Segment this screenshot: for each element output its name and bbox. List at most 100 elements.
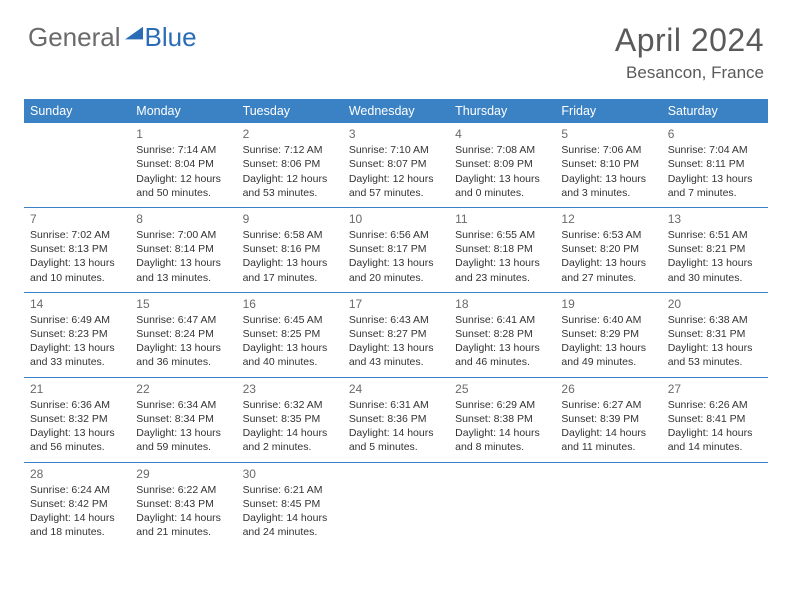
calendar-cell: 15Sunrise: 6:47 AMSunset: 8:24 PMDayligh… <box>130 293 236 377</box>
calendar-row: 7Sunrise: 7:02 AMSunset: 8:13 PMDaylight… <box>24 208 768 293</box>
sunset-text: Sunset: 8:17 PM <box>349 242 443 256</box>
sunset-text: Sunset: 8:25 PM <box>243 327 337 341</box>
daylight-line1: Daylight: 14 hours <box>455 426 549 440</box>
calendar-row: 14Sunrise: 6:49 AMSunset: 8:23 PMDayligh… <box>24 293 768 378</box>
daylight-line2: and 10 minutes. <box>30 271 124 285</box>
sunset-text: Sunset: 8:41 PM <box>668 412 762 426</box>
calendar-cell: 4Sunrise: 7:08 AMSunset: 8:09 PMDaylight… <box>449 123 555 207</box>
calendar-cell: 14Sunrise: 6:49 AMSunset: 8:23 PMDayligh… <box>24 293 130 377</box>
calendar-cell: 1Sunrise: 7:14 AMSunset: 8:04 PMDaylight… <box>130 123 236 207</box>
day-number: 30 <box>243 466 337 482</box>
daylight-line2: and 50 minutes. <box>136 186 230 200</box>
sunrise-text: Sunrise: 6:32 AM <box>243 398 337 412</box>
sunrise-text: Sunrise: 6:22 AM <box>136 483 230 497</box>
daylight-line2: and 18 minutes. <box>30 525 124 539</box>
calendar-cell: 27Sunrise: 6:26 AMSunset: 8:41 PMDayligh… <box>662 378 768 462</box>
calendar-cell: 9Sunrise: 6:58 AMSunset: 8:16 PMDaylight… <box>237 208 343 292</box>
day-number: 29 <box>136 466 230 482</box>
daylight-line1: Daylight: 14 hours <box>561 426 655 440</box>
logo-general: General <box>28 22 121 53</box>
day-header: Sunday <box>24 99 130 123</box>
sunset-text: Sunset: 8:42 PM <box>30 497 124 511</box>
daylight-line1: Daylight: 14 hours <box>349 426 443 440</box>
sunset-text: Sunset: 8:11 PM <box>668 157 762 171</box>
day-header: Wednesday <box>343 99 449 123</box>
calendar-cell: 22Sunrise: 6:34 AMSunset: 8:34 PMDayligh… <box>130 378 236 462</box>
day-number: 13 <box>668 211 762 227</box>
daylight-line2: and 20 minutes. <box>349 271 443 285</box>
sunset-text: Sunset: 8:07 PM <box>349 157 443 171</box>
sunset-text: Sunset: 8:28 PM <box>455 327 549 341</box>
sunset-text: Sunset: 8:39 PM <box>561 412 655 426</box>
calendar-cell: 11Sunrise: 6:55 AMSunset: 8:18 PMDayligh… <box>449 208 555 292</box>
daylight-line1: Daylight: 12 hours <box>243 172 337 186</box>
calendar-cell <box>343 463 449 547</box>
day-number: 25 <box>455 381 549 397</box>
daylight-line2: and 57 minutes. <box>349 186 443 200</box>
calendar-cell: 30Sunrise: 6:21 AMSunset: 8:45 PMDayligh… <box>237 463 343 547</box>
sunset-text: Sunset: 8:10 PM <box>561 157 655 171</box>
daylight-line2: and 36 minutes. <box>136 355 230 369</box>
sunrise-text: Sunrise: 6:36 AM <box>30 398 124 412</box>
daylight-line1: Daylight: 13 hours <box>349 341 443 355</box>
sunrise-text: Sunrise: 6:27 AM <box>561 398 655 412</box>
daylight-line1: Daylight: 13 hours <box>455 172 549 186</box>
daylight-line1: Daylight: 13 hours <box>668 172 762 186</box>
triangle-icon <box>125 25 143 43</box>
daylight-line2: and 7 minutes. <box>668 186 762 200</box>
calendar-cell: 12Sunrise: 6:53 AMSunset: 8:20 PMDayligh… <box>555 208 661 292</box>
daylight-line2: and 59 minutes. <box>136 440 230 454</box>
daylight-line1: Daylight: 13 hours <box>243 341 337 355</box>
calendar-cell: 6Sunrise: 7:04 AMSunset: 8:11 PMDaylight… <box>662 123 768 207</box>
daylight-line1: Daylight: 14 hours <box>243 511 337 525</box>
day-number: 8 <box>136 211 230 227</box>
calendar-body: 1Sunrise: 7:14 AMSunset: 8:04 PMDaylight… <box>24 123 768 546</box>
sunrise-text: Sunrise: 6:43 AM <box>349 313 443 327</box>
daylight-line2: and 53 minutes. <box>243 186 337 200</box>
daylight-line2: and 14 minutes. <box>668 440 762 454</box>
sunrise-text: Sunrise: 6:40 AM <box>561 313 655 327</box>
calendar-cell: 19Sunrise: 6:40 AMSunset: 8:29 PMDayligh… <box>555 293 661 377</box>
sunrise-text: Sunrise: 7:14 AM <box>136 143 230 157</box>
day-number: 21 <box>30 381 124 397</box>
day-number: 3 <box>349 126 443 142</box>
day-header: Thursday <box>449 99 555 123</box>
day-number: 16 <box>243 296 337 312</box>
month-title: April 2024 <box>615 22 764 59</box>
calendar: SundayMondayTuesdayWednesdayThursdayFrid… <box>24 99 768 546</box>
calendar-cell <box>555 463 661 547</box>
logo: General Blue <box>28 22 197 53</box>
sunrise-text: Sunrise: 6:34 AM <box>136 398 230 412</box>
sunset-text: Sunset: 8:38 PM <box>455 412 549 426</box>
calendar-cell: 28Sunrise: 6:24 AMSunset: 8:42 PMDayligh… <box>24 463 130 547</box>
sunrise-text: Sunrise: 7:04 AM <box>668 143 762 157</box>
daylight-line1: Daylight: 12 hours <box>349 172 443 186</box>
sunset-text: Sunset: 8:20 PM <box>561 242 655 256</box>
daylight-line1: Daylight: 13 hours <box>136 256 230 270</box>
sunset-text: Sunset: 8:31 PM <box>668 327 762 341</box>
daylight-line1: Daylight: 14 hours <box>136 511 230 525</box>
daylight-line2: and 24 minutes. <box>243 525 337 539</box>
day-header: Tuesday <box>237 99 343 123</box>
daylight-line1: Daylight: 13 hours <box>561 172 655 186</box>
sunrise-text: Sunrise: 7:12 AM <box>243 143 337 157</box>
sunrise-text: Sunrise: 7:10 AM <box>349 143 443 157</box>
calendar-cell: 16Sunrise: 6:45 AMSunset: 8:25 PMDayligh… <box>237 293 343 377</box>
sunrise-text: Sunrise: 6:31 AM <box>349 398 443 412</box>
calendar-header-row: SundayMondayTuesdayWednesdayThursdayFrid… <box>24 99 768 123</box>
daylight-line1: Daylight: 13 hours <box>30 426 124 440</box>
calendar-row: 1Sunrise: 7:14 AMSunset: 8:04 PMDaylight… <box>24 123 768 208</box>
sunset-text: Sunset: 8:09 PM <box>455 157 549 171</box>
daylight-line1: Daylight: 13 hours <box>243 256 337 270</box>
daylight-line1: Daylight: 14 hours <box>243 426 337 440</box>
calendar-cell: 3Sunrise: 7:10 AMSunset: 8:07 PMDaylight… <box>343 123 449 207</box>
sunrise-text: Sunrise: 6:51 AM <box>668 228 762 242</box>
calendar-cell: 10Sunrise: 6:56 AMSunset: 8:17 PMDayligh… <box>343 208 449 292</box>
sunrise-text: Sunrise: 7:00 AM <box>136 228 230 242</box>
day-number: 6 <box>668 126 762 142</box>
daylight-line1: Daylight: 13 hours <box>455 256 549 270</box>
sunrise-text: Sunrise: 6:53 AM <box>561 228 655 242</box>
daylight-line2: and 11 minutes. <box>561 440 655 454</box>
title-block: April 2024 Besancon, France <box>615 22 764 83</box>
daylight-line1: Daylight: 13 hours <box>30 341 124 355</box>
